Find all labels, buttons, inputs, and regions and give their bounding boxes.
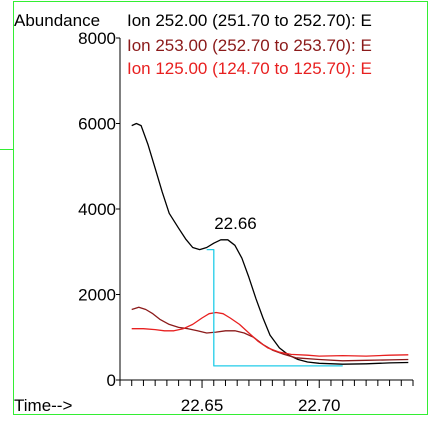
series-line-ion-252 xyxy=(131,122,409,365)
series-line-ion-253 xyxy=(131,306,409,362)
series-group xyxy=(131,122,409,367)
y-axis-title: Abundance xyxy=(14,11,100,30)
legend-entry-ion-125: Ion 125.00 (124.70 to 125.70): E xyxy=(127,59,372,78)
legend-entry-ion-252: Ion 252.00 (251.70 to 252.70): E xyxy=(127,11,372,30)
y-axis-ticks: 0 2000 4000 6000 8000 xyxy=(78,29,120,390)
x-tick-label: 22.70 xyxy=(298,396,341,415)
x-tick-label: 22.65 xyxy=(181,396,224,415)
peak-integration-baseline xyxy=(206,248,343,367)
y-tick-label: 2000 xyxy=(78,286,116,305)
x-axis-ticks: 22.65 22.70 xyxy=(119,380,414,415)
window-border xyxy=(13,1,428,415)
x-axis-title: Time--> xyxy=(14,396,72,415)
legend-entry-ion-253: Ion 253.00 (252.70 to 253.70): E xyxy=(127,36,372,55)
y-tick-label: 4000 xyxy=(78,200,116,219)
peak-annotation-label: 22.66 xyxy=(214,214,257,233)
y-tick-label: 6000 xyxy=(78,115,116,134)
series-line-ion-125 xyxy=(131,311,409,357)
y-tick-label: 8000 xyxy=(78,29,116,48)
y-tick-label: 0 xyxy=(107,371,116,390)
